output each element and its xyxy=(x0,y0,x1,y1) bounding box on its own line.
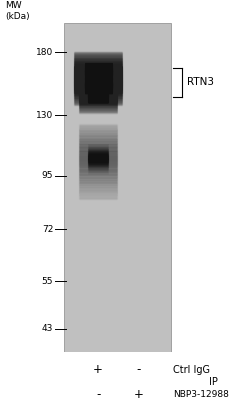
Text: NBP3-12988: NBP3-12988 xyxy=(173,390,229,400)
Text: +: + xyxy=(134,388,144,400)
Text: IP: IP xyxy=(209,377,218,387)
Text: -: - xyxy=(137,363,141,376)
Text: -: - xyxy=(96,388,100,400)
Text: 43: 43 xyxy=(42,324,53,333)
Text: 180: 180 xyxy=(36,48,53,57)
Text: +: + xyxy=(93,363,103,376)
Text: 55: 55 xyxy=(42,277,53,286)
Text: 130: 130 xyxy=(36,111,53,120)
Text: RTN3: RTN3 xyxy=(187,77,214,87)
Bar xyxy=(64,22,171,352)
Text: Ctrl IgG: Ctrl IgG xyxy=(173,365,211,375)
Text: MW
(kDa): MW (kDa) xyxy=(6,1,30,21)
Text: 72: 72 xyxy=(42,225,53,234)
Text: 95: 95 xyxy=(42,171,53,180)
